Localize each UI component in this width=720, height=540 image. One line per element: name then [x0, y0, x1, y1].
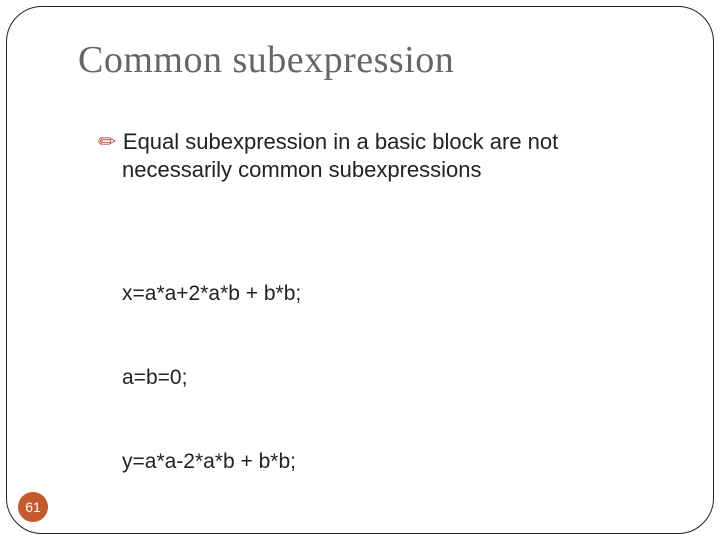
- slide-title: Common subexpression: [78, 38, 680, 82]
- bullet-text-line1: Equal subexpression in a basic block are…: [123, 129, 558, 154]
- bullet-text-line2: necessarily common subexpressions: [122, 156, 660, 184]
- bullet-item: ✏ Equal subexpression in a basic block a…: [98, 128, 660, 156]
- slide-frame: [6, 6, 714, 534]
- slide: Common subexpression ✏ Equal subexpressi…: [0, 0, 720, 540]
- code-line: a=b=0;: [122, 364, 301, 392]
- code-block: x=a*a+2*a*b + b*b; a=b=0; y=a*a-2*a*b + …: [122, 224, 301, 532]
- code-line: x=a*a+2*a*b + b*b;: [122, 280, 301, 308]
- code-line: y=a*a-2*a*b + b*b;: [122, 448, 301, 476]
- page-number-badge: 61: [18, 492, 48, 522]
- pencil-icon: ✏: [98, 128, 116, 156]
